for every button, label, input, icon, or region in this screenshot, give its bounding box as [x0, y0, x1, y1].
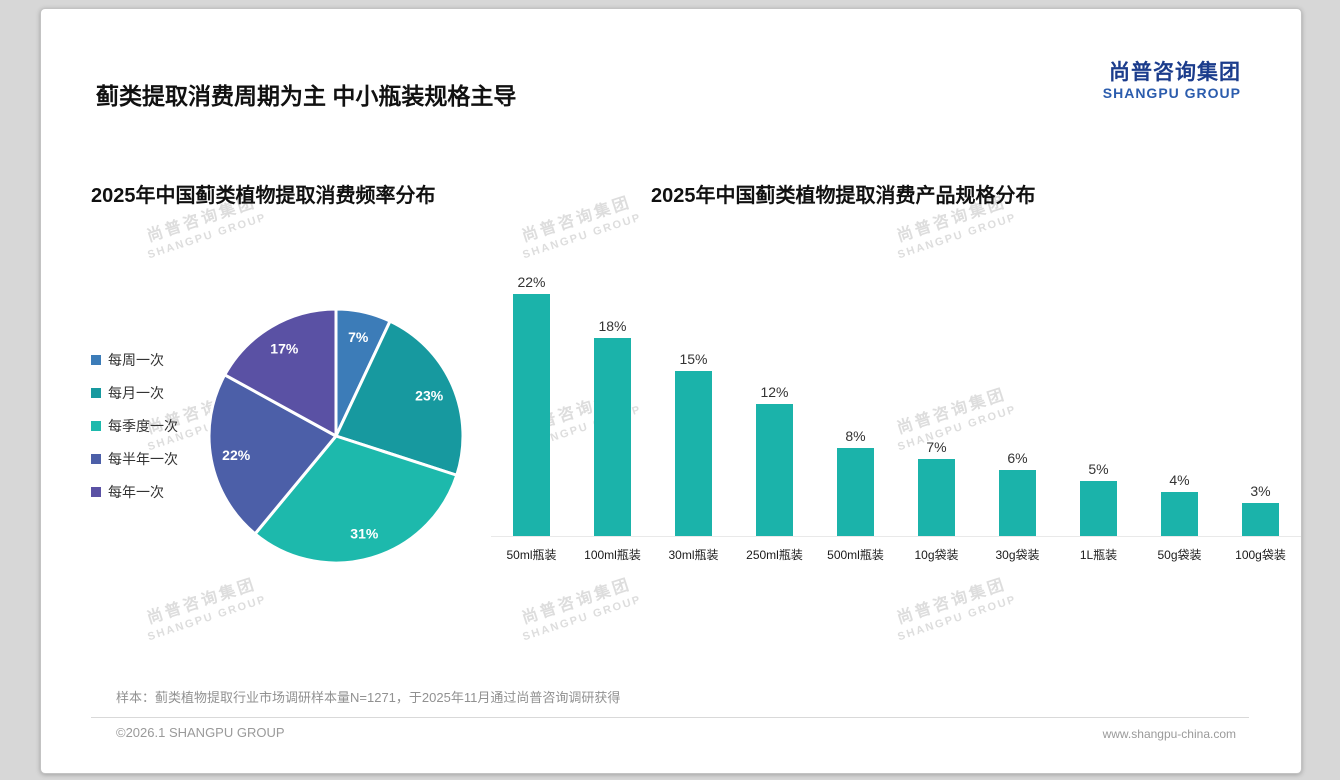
bar-value-label: 4% — [1169, 472, 1190, 488]
bar-category-label: 30ml瓶装 — [668, 548, 719, 562]
pie-chart-title: 2025年中国蓟类植物提取消费频率分布 — [91, 185, 436, 207]
slide-content: 蓟类提取消费周期为主 中小瓶装规格主导 尚普咨询集团 SHANGPU GROUP… — [41, 9, 1301, 773]
bar-value-label: 15% — [679, 351, 708, 367]
legend-swatch — [91, 420, 101, 431]
bar-stack: 6% — [999, 261, 1036, 536]
bar-stack: 7% — [918, 261, 955, 536]
legend-swatch — [91, 354, 101, 365]
bar-group: 18% 100ml瓶装 — [572, 261, 653, 563]
pie-slice — [223, 307, 338, 438]
bar-category-label: 500ml瓶装 — [827, 548, 884, 562]
bar-category-label: 50g袋装 — [1157, 548, 1202, 562]
bar — [675, 371, 712, 536]
legend-swatch — [91, 486, 101, 497]
bar — [837, 448, 874, 536]
bar-category-label: 10g袋装 — [914, 548, 959, 562]
legend-swatch — [91, 453, 101, 464]
footer-url: www.shangpu-china.com — [1102, 727, 1236, 741]
bar — [918, 459, 955, 536]
bar-group: 6% 30g袋装 — [977, 261, 1058, 563]
bar-category-label: 250ml瓶装 — [746, 548, 803, 562]
bar-value-label: 8% — [845, 428, 866, 444]
bar-stack: 3% — [1242, 261, 1279, 536]
bar-value-label: 18% — [598, 318, 627, 334]
legend-item: 每半年一次 — [91, 442, 178, 475]
bar-group: 7% 10g袋装 — [896, 261, 977, 563]
legend-label: 每半年一次 — [108, 450, 178, 467]
legend-label: 每月一次 — [108, 384, 164, 401]
bar-category-label: 50ml瓶装 — [506, 548, 557, 562]
legend-swatch — [91, 387, 101, 398]
bar-stack: 22% — [513, 261, 550, 536]
bar — [513, 294, 550, 536]
bar-stack: 8% — [837, 261, 874, 536]
pie-slice — [334, 319, 465, 477]
bar-group: 5% 1L瓶装 — [1058, 261, 1139, 563]
legend-item: 每月一次 — [91, 376, 178, 409]
footer-copyright: ©2026.1 SHANGPU GROUP — [116, 725, 285, 740]
legend-item: 每季度一次 — [91, 409, 178, 442]
bar-chart: 22% 50ml瓶装 18% 100ml瓶装 15% 30ml瓶装 12% 250ml瓶装 8%… — [491, 261, 1301, 563]
bar — [1161, 492, 1198, 536]
bar-stack: 18% — [594, 261, 631, 536]
pie-slice — [207, 373, 338, 536]
legend-label: 每年一次 — [108, 483, 164, 500]
bar-stack: 5% — [1080, 261, 1117, 536]
bar-value-label: 3% — [1250, 483, 1271, 499]
pie-value-label: 17% — [270, 341, 299, 357]
bar — [1080, 481, 1117, 536]
bar-group: 12% 250ml瓶装 — [734, 261, 815, 563]
bar-value-label: 5% — [1088, 461, 1109, 477]
legend-label: 每周一次 — [108, 351, 164, 368]
bar-group: 4% 50g袋装 — [1139, 261, 1220, 563]
legend-item: 每周一次 — [91, 343, 178, 376]
bar — [594, 338, 631, 536]
bar-stack: 12% — [756, 261, 793, 536]
bar-chart-baseline — [491, 536, 1301, 537]
pie-chart: 7% 23% 31% 22% 17% — [207, 307, 465, 565]
pie-value-label: 23% — [415, 388, 444, 404]
legend-label: 每季度一次 — [108, 417, 178, 434]
pie-value-label: 22% — [222, 447, 251, 463]
footer-divider — [91, 717, 1249, 718]
slide-card: 尚普咨询集团 SHANGPU GROUP 尚普咨询集团 SHANGPU GROUP 尚普… — [40, 8, 1302, 774]
bar-stack: 4% — [1161, 261, 1198, 536]
bar-category-label: 100ml瓶装 — [584, 548, 641, 562]
bar-value-label: 6% — [1007, 450, 1028, 466]
bar — [999, 470, 1036, 536]
bar — [756, 404, 793, 536]
brand-logo-en: SHANGPU GROUP — [1102, 85, 1241, 102]
bar-group: 8% 500ml瓶装 — [815, 261, 896, 563]
bar-stack: 15% — [675, 261, 712, 536]
sample-note: 样本：蓟类植物提取行业市场调研样本量N=1271，于2025年11月通过尚普咨询… — [116, 690, 621, 705]
bar-value-label: 12% — [760, 384, 789, 400]
brand-logo: 尚普咨询集团 SHANGPU GROUP — [1103, 61, 1241, 101]
pie-value-label: 31% — [350, 526, 379, 542]
bar-category-label: 30g袋装 — [995, 548, 1040, 562]
bar-category-label: 1L瓶装 — [1079, 548, 1118, 562]
pie-slice — [253, 434, 459, 565]
bar-plot-area: 22% 50ml瓶装 18% 100ml瓶装 15% 30ml瓶装 12% 250ml瓶装 8%… — [491, 261, 1301, 563]
bar-group: 3% 100g袋装 — [1220, 261, 1301, 563]
pie-legend: 每周一次 每月一次 每季度一次 每半年一次 每年一次 — [91, 343, 178, 508]
brand-logo-cn: 尚普咨询集团 — [1109, 61, 1241, 84]
legend-item: 每年一次 — [91, 475, 178, 508]
bar — [1242, 503, 1279, 536]
page-title: 蓟类提取消费周期为主 中小瓶装规格主导 — [96, 83, 517, 109]
bar-group: 15% 30ml瓶装 — [653, 261, 734, 563]
bar-value-label: 7% — [926, 439, 947, 455]
bar-chart-title: 2025年中国蓟类植物提取消费产品规格分布 — [651, 185, 1036, 207]
bar-group: 22% 50ml瓶装 — [491, 261, 572, 563]
bar-category-label: 100g袋装 — [1235, 548, 1286, 562]
bar-value-label: 22% — [517, 274, 546, 290]
pie-value-label: 7% — [348, 329, 369, 345]
